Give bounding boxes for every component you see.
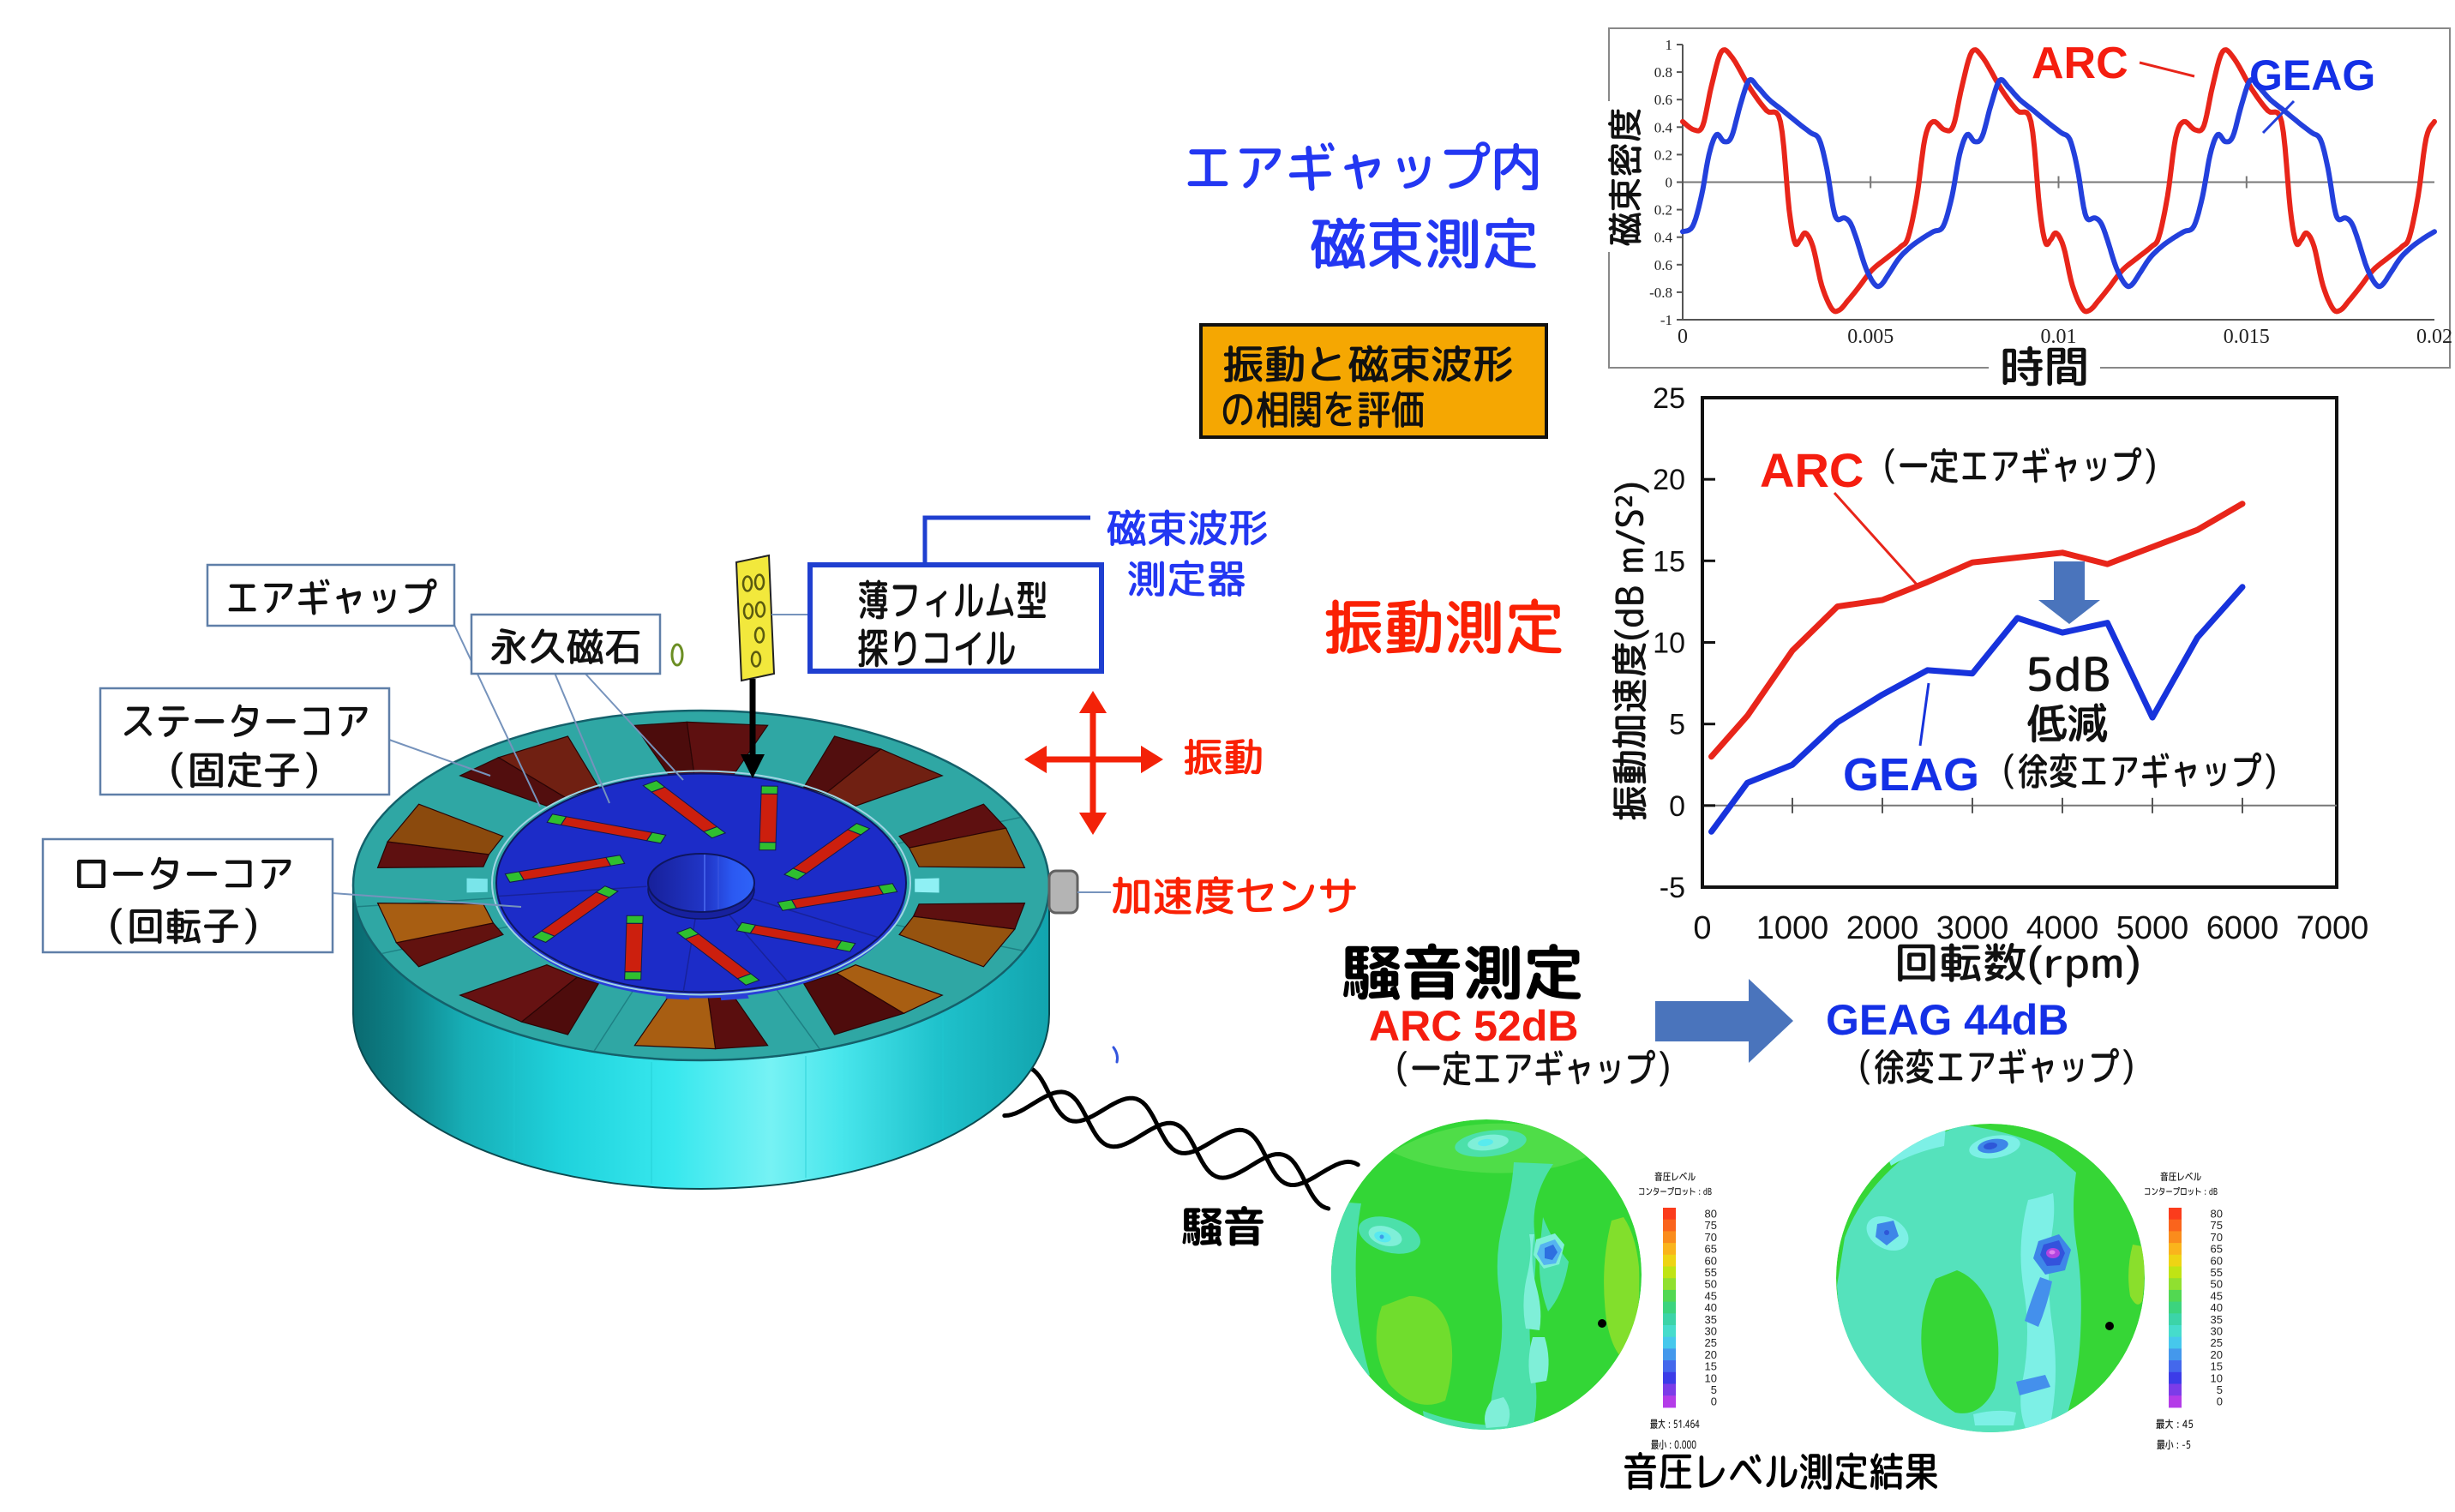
svg-text:55: 55 (1705, 1266, 1717, 1279)
svg-text:5: 5 (1711, 1383, 1717, 1396)
svg-text:30: 30 (2211, 1325, 2223, 1338)
svg-text:0: 0 (1693, 910, 1711, 946)
svg-text:3000: 3000 (1936, 910, 2009, 946)
svg-text:0.6: 0.6 (1654, 257, 1672, 273)
svg-text:0.8: 0.8 (1654, 64, 1672, 81)
svg-text:65: 65 (1705, 1243, 1717, 1256)
svg-text:0.2: 0.2 (1654, 147, 1672, 163)
svg-text:0.4: 0.4 (1654, 119, 1673, 135)
svg-text:0: 0 (2217, 1395, 2223, 1408)
svg-text:-0.8: -0.8 (1649, 285, 1672, 301)
svg-text:70: 70 (1705, 1231, 1717, 1244)
svg-text:20: 20 (1653, 464, 1685, 496)
svg-text:60: 60 (2211, 1254, 2223, 1267)
svg-text:50: 50 (1705, 1278, 1717, 1291)
svg-text:ARC: ARC (2032, 39, 2128, 88)
svg-text:GEAG 44dB: GEAG 44dB (1826, 996, 2068, 1044)
svg-text:0: 0 (1711, 1395, 1717, 1408)
svg-text:75: 75 (2211, 1219, 2223, 1232)
svg-text:10: 10 (2211, 1371, 2223, 1384)
svg-text:45: 45 (1705, 1289, 1717, 1302)
svg-text:50: 50 (2211, 1278, 2223, 1291)
svg-text:40: 40 (2211, 1301, 2223, 1314)
svg-text:GEAG: GEAG (2249, 51, 2375, 99)
svg-text:35: 35 (1705, 1313, 1717, 1326)
svg-text:0: 0 (1666, 175, 1673, 191)
svg-text:15: 15 (1653, 545, 1685, 578)
svg-text:1: 1 (1666, 37, 1673, 53)
svg-text:30: 30 (1705, 1325, 1717, 1338)
svg-text:15: 15 (2211, 1360, 2223, 1373)
svg-text:0.2: 0.2 (1654, 202, 1672, 219)
svg-text:0: 0 (1669, 790, 1685, 823)
svg-text:80: 80 (1705, 1208, 1717, 1221)
svg-text:45: 45 (2211, 1289, 2223, 1302)
svg-text:80: 80 (2211, 1208, 2223, 1221)
svg-text:25: 25 (1653, 382, 1685, 415)
svg-text:0: 0 (1678, 326, 1688, 348)
svg-text:0.4: 0.4 (1654, 230, 1673, 246)
svg-text:20: 20 (1705, 1348, 1717, 1361)
svg-text:6000: 6000 (2206, 910, 2279, 946)
svg-text:10: 10 (1653, 627, 1685, 660)
svg-text:7000: 7000 (2296, 910, 2369, 946)
svg-text:ARC: ARC (1760, 443, 1864, 497)
svg-text:4000: 4000 (2026, 910, 2099, 946)
svg-text:10: 10 (1705, 1371, 1717, 1384)
svg-text:1000: 1000 (1756, 910, 1829, 946)
svg-text:5: 5 (1669, 709, 1685, 741)
svg-text:55: 55 (2211, 1266, 2223, 1279)
svg-text:75: 75 (1705, 1219, 1717, 1232)
svg-text:25: 25 (2211, 1336, 2223, 1349)
svg-text:0.6: 0.6 (1654, 92, 1672, 108)
svg-text:40: 40 (1705, 1301, 1717, 1314)
svg-text:5: 5 (2217, 1383, 2223, 1396)
svg-text:25: 25 (1705, 1336, 1717, 1349)
svg-text:15: 15 (1705, 1360, 1717, 1373)
svg-text:GEAG: GEAG (1843, 749, 1979, 801)
svg-text:20: 20 (2211, 1348, 2223, 1361)
svg-text:70: 70 (2211, 1231, 2223, 1244)
svg-text:0.005: 0.005 (1847, 326, 1894, 348)
svg-text:0.015: 0.015 (2224, 326, 2270, 348)
svg-text:-1: -1 (1660, 312, 1672, 328)
svg-text:ARC 52dB: ARC 52dB (1369, 1002, 1578, 1050)
svg-text:60: 60 (1705, 1254, 1717, 1267)
svg-text:-5: -5 (1660, 872, 1685, 904)
svg-text:0.02: 0.02 (2416, 326, 2452, 348)
svg-text:5000: 5000 (2116, 910, 2189, 946)
svg-text:65: 65 (2211, 1243, 2223, 1256)
svg-text:0.01: 0.01 (2041, 326, 2077, 348)
svg-text:2000: 2000 (1846, 910, 1919, 946)
svg-text:35: 35 (2211, 1313, 2223, 1326)
